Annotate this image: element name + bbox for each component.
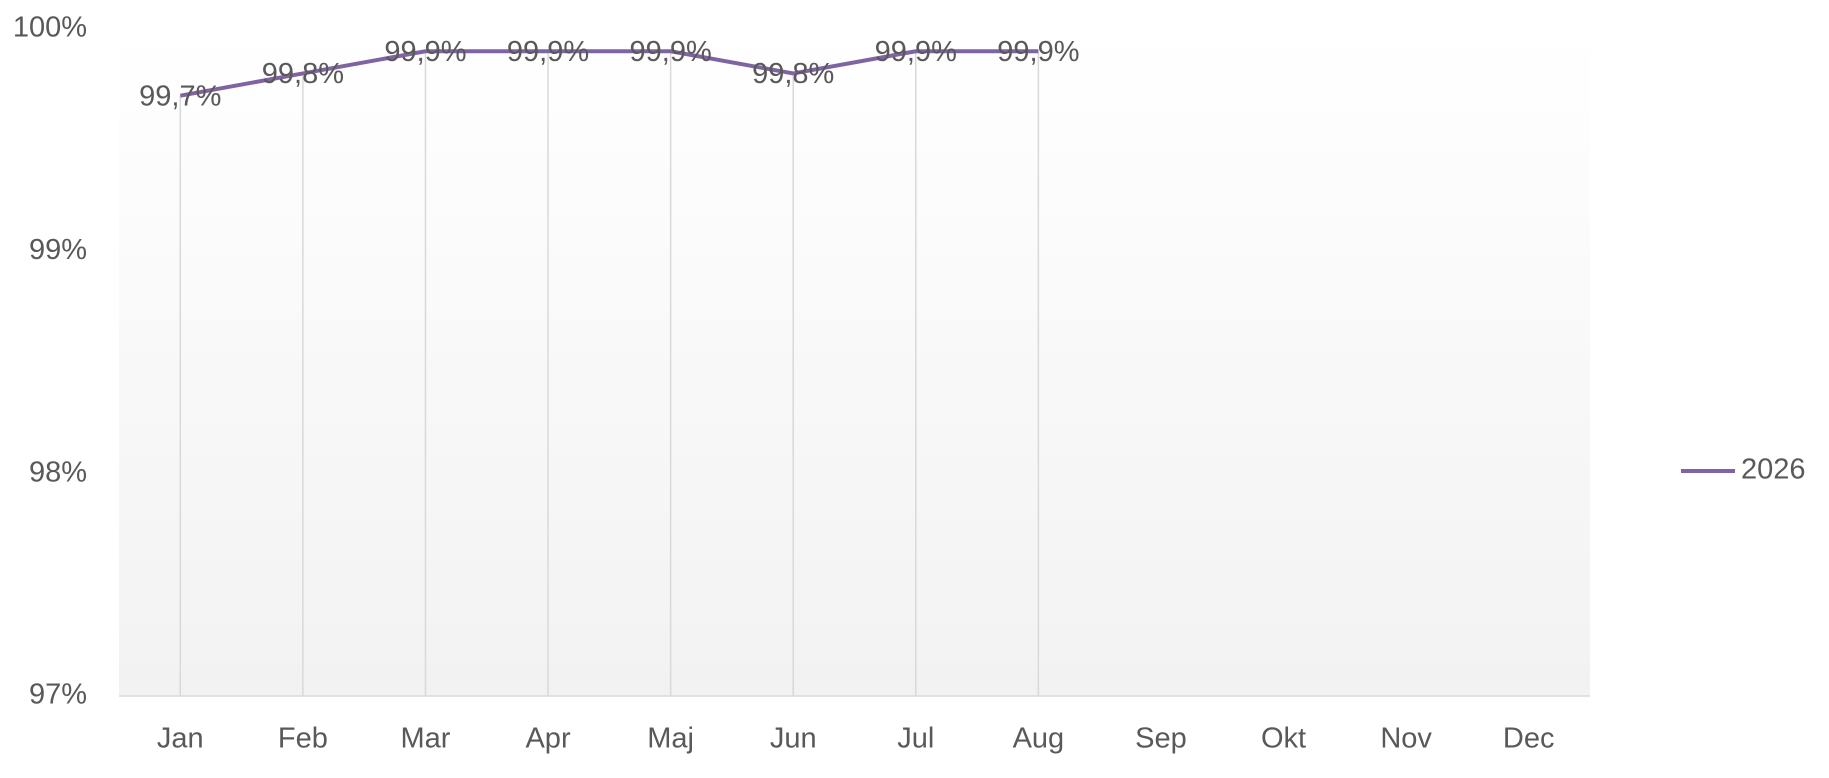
x-tick-label: Feb [278, 723, 328, 755]
x-tick-label: Jan [157, 723, 204, 755]
data-label: 99,9% [507, 36, 589, 68]
data-label: 99,9% [630, 36, 712, 68]
x-tick-label: Apr [525, 723, 570, 755]
data-label: 99,9% [997, 36, 1079, 68]
x-tick-label: Jul [897, 723, 934, 755]
data-label: 99,9% [384, 36, 466, 68]
x-tick-label: Mar [400, 723, 450, 755]
y-tick-label: 98% [29, 456, 87, 488]
legend-label: 2026 [1741, 454, 1806, 486]
data-label: 99,9% [875, 36, 957, 68]
y-tick-label: 100% [13, 12, 87, 44]
data-label: 99,7% [139, 80, 221, 112]
data-label: 99,8% [262, 58, 344, 90]
x-tick-label: Sep [1135, 723, 1187, 755]
x-tick-label: Nov [1380, 723, 1432, 755]
y-tick-label: 97% [29, 679, 87, 711]
x-tick-label: Okt [1261, 723, 1306, 755]
y-tick-label: 99% [29, 234, 87, 266]
x-tick-label: Maj [647, 723, 694, 755]
x-tick-label: Jun [770, 723, 817, 755]
x-tick-label: Dec [1503, 723, 1555, 755]
x-tick-label: Aug [1013, 723, 1065, 755]
plot-area [119, 29, 1590, 696]
line-series [179, 49, 1039, 98]
data-label: 99,8% [752, 58, 834, 90]
